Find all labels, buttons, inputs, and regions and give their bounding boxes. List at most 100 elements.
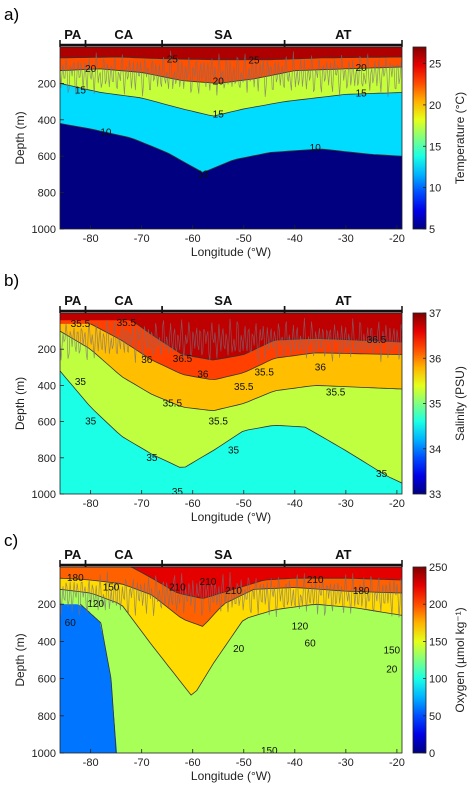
contour-label: 35.5 — [254, 368, 274, 379]
y-axis-label: Depth (m) — [13, 633, 27, 686]
contour-180 — [60, 577, 402, 627]
float-trace — [60, 318, 402, 363]
y-tick-label: 200 — [38, 344, 56, 356]
x-tick-label: -30 — [338, 233, 354, 245]
contour-15 — [60, 83, 402, 117]
region-label-sa: SA — [214, 293, 233, 308]
y-tick-label: 600 — [38, 674, 56, 686]
panel-label: c) — [4, 531, 18, 550]
plot-frame — [59, 566, 403, 754]
contour-label: 35.5 — [117, 318, 137, 329]
region-label-pa: PA — [64, 27, 82, 42]
colorbar-tick-label: 250 — [429, 562, 447, 574]
contour-label: 60 — [305, 638, 317, 649]
x-tick-label: -20 — [389, 498, 405, 510]
region-label-sa: SA — [214, 547, 233, 562]
x-tick-label: -30 — [338, 757, 354, 769]
contour-label: 10 — [100, 128, 112, 139]
region-label-at: AT — [335, 27, 351, 42]
x-tick-label: -50 — [236, 757, 252, 769]
colorbar-tick-label: 34 — [429, 444, 441, 456]
contour-label: 20 — [213, 77, 225, 88]
contour-label: 20 — [233, 644, 245, 655]
region-label-ca: CA — [114, 293, 133, 308]
contour-10 — [60, 123, 402, 173]
contour-label: 20 — [386, 664, 398, 675]
y-tick-label: 800 — [38, 711, 56, 723]
contour-label: 20 — [356, 63, 368, 74]
y-tick-label: 200 — [38, 599, 56, 611]
contour-label: 15 — [75, 86, 87, 97]
y-tick-label: 400 — [38, 636, 56, 648]
contour-label: 15 — [356, 88, 368, 99]
x-tick-label: -30 — [338, 498, 354, 510]
panel-1: 25 25 20 20 20 15 15 15 10 10 10 -80 -70 -60 -50 -40 -30… — [4, 5, 467, 259]
y-tick-label: 400 — [38, 380, 56, 392]
contour-label: 180 — [353, 586, 370, 597]
y-tick-label: 1000 — [32, 748, 56, 760]
contour-label: 35.5 — [326, 388, 346, 399]
contour-label: 10 — [197, 169, 209, 180]
contour-label: 36.5 — [173, 354, 193, 365]
contour-label: 35 — [85, 417, 97, 428]
x-tick-label: -40 — [287, 757, 303, 769]
contour-label: 150 — [383, 646, 400, 657]
region-label-at: AT — [335, 547, 351, 562]
panel-label: a) — [4, 5, 19, 24]
colorbar-tick-label: 5 — [429, 224, 435, 236]
colorbar-tick-label: 0 — [429, 748, 435, 760]
colorbar — [412, 46, 427, 230]
colorbar-tick-label: 15 — [429, 141, 441, 153]
band-25 — [60, 47, 402, 60]
contour-label: 25 — [167, 55, 179, 66]
contour-label: 180 — [67, 573, 84, 584]
x-tick-label: -70 — [134, 233, 150, 245]
x-tick-label: -20 — [389, 757, 405, 769]
panel-label: b) — [4, 271, 19, 290]
contour-label: 35 — [146, 453, 158, 464]
contour-label: 120 — [292, 622, 309, 633]
contour-25 — [60, 56, 402, 61]
contour-label: 36 — [141, 355, 153, 366]
x-axis-label: Longitude (°W) — [191, 510, 271, 524]
colorbar-tick-label: 150 — [429, 636, 447, 648]
x-tick-label: -60 — [185, 757, 201, 769]
contour-35 — [60, 370, 402, 484]
contour-label: 35 — [172, 487, 184, 498]
x-tick-label: -60 — [185, 233, 201, 245]
colorbar-tick-label: 37 — [429, 308, 441, 320]
colorbar-tick-label: 25 — [429, 59, 441, 71]
contour-label: 35.5 — [234, 382, 254, 393]
colorbar-tick-label: 33 — [429, 489, 441, 501]
contour-label: 36 — [315, 362, 327, 373]
colorbar-label: Salinity (PSU) — [453, 366, 467, 441]
x-axis-label: Longitude (°W) — [191, 245, 271, 259]
colorbar-tick-label: 36 — [429, 353, 441, 365]
x-tick-label: -50 — [236, 233, 252, 245]
field: 180 210 210 210 210 180 150 120 60 20 120 60 150 150 2… — [60, 567, 402, 757]
colorbar — [412, 566, 427, 754]
x-tick-label: -40 — [287, 498, 303, 510]
contour-label: 35 — [228, 446, 240, 457]
contour-label: 150 — [261, 746, 278, 757]
y-tick-label: 600 — [38, 151, 56, 163]
y-tick-label: 800 — [38, 453, 56, 465]
x-tick-label: -80 — [83, 498, 99, 510]
region-label-pa: PA — [64, 547, 82, 562]
contour-label: 210 — [200, 577, 217, 588]
contour-label: 35 — [75, 377, 87, 388]
y-tick-label: 400 — [38, 115, 56, 127]
y-tick-label: 800 — [38, 188, 56, 200]
contour-label: 36 — [197, 370, 209, 381]
region-label-ca: CA — [114, 27, 133, 42]
x-tick-label: -60 — [185, 498, 201, 510]
region-label-at: AT — [335, 293, 351, 308]
contour-label: 210 — [307, 575, 324, 586]
y-tick-label: 200 — [38, 78, 56, 90]
colorbar-tick-label: 200 — [429, 599, 447, 611]
x-axis-label: Longitude (°W) — [191, 769, 271, 783]
colorbar-label: Temperature (°C) — [453, 92, 467, 184]
